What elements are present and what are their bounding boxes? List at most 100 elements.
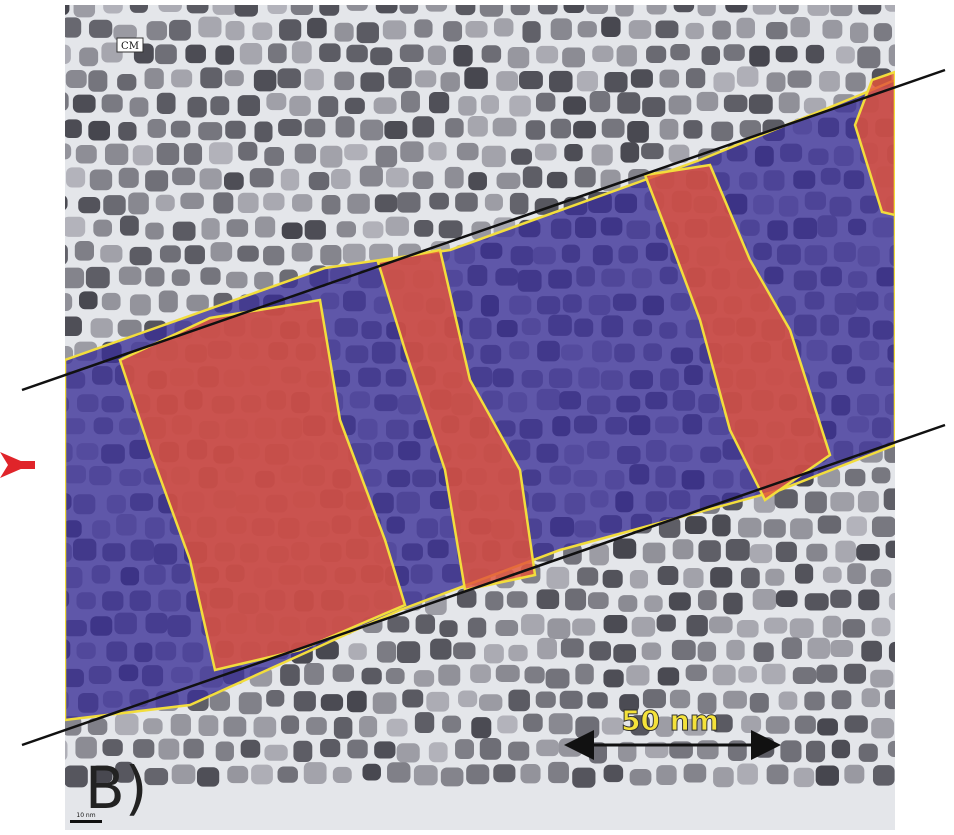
particle (911, 741, 932, 759)
particle (523, 714, 543, 732)
particle (306, 717, 327, 735)
particle (572, 768, 595, 788)
particle (806, 741, 825, 763)
particle (818, 516, 841, 534)
particle (292, 243, 313, 262)
particle (617, 45, 637, 66)
particle (683, 120, 702, 138)
particle (386, 217, 409, 236)
particle (387, 719, 408, 737)
particle (929, 168, 948, 185)
particle (766, 22, 788, 39)
particle (468, 172, 487, 190)
particle (613, 644, 636, 663)
particle (806, 45, 824, 63)
particle (254, 122, 272, 143)
particle (790, 518, 813, 539)
particle (145, 267, 164, 286)
particle (845, 715, 868, 732)
particle (268, 43, 287, 63)
particle (656, 20, 679, 38)
particle (397, 641, 420, 663)
particle (604, 72, 627, 92)
particle (791, 17, 810, 37)
particle (445, 118, 464, 137)
particle (519, 71, 543, 89)
particle (536, 740, 559, 756)
particle (548, 762, 569, 783)
particle (443, 21, 462, 41)
particle (496, 665, 520, 682)
particle (749, 46, 770, 67)
particle (130, 97, 149, 116)
small-scale-label: 10 nm (76, 812, 95, 819)
particle (710, 567, 732, 588)
particle (749, 94, 773, 113)
particle (897, 317, 919, 333)
particle (86, 267, 110, 288)
particle (185, 245, 205, 264)
particle (375, 194, 398, 212)
particle (858, 589, 879, 610)
particle (508, 47, 529, 68)
particle (657, 615, 676, 632)
particle (289, 96, 310, 116)
particle (626, 665, 649, 685)
particle (74, 0, 96, 17)
particle (226, 272, 247, 288)
particle (61, 268, 84, 289)
particle (155, 44, 177, 64)
particle (224, 172, 244, 189)
particle (871, 569, 892, 587)
particle (240, 43, 262, 65)
scale-bar-label: 50 nm (621, 704, 719, 737)
red-arrow-shaft (15, 461, 35, 469)
particle (321, 694, 343, 711)
particle (647, 0, 667, 14)
particle (305, 220, 326, 239)
particle (282, 223, 303, 239)
particle (592, 144, 613, 165)
particle (924, 319, 948, 340)
particle (925, 568, 947, 584)
particle (858, 491, 879, 512)
particle (400, 45, 424, 62)
particle (130, 294, 151, 315)
particle (889, 642, 907, 662)
particle (547, 618, 570, 639)
particle (383, 20, 406, 39)
particle (186, 295, 208, 311)
particle (185, 45, 206, 63)
particle (712, 21, 731, 40)
particle (738, 518, 761, 538)
particle (572, 618, 595, 635)
particle (563, 96, 586, 114)
particle (304, 762, 327, 784)
particle (712, 514, 730, 536)
particle (187, 0, 209, 13)
particle (415, 712, 434, 733)
particle (187, 97, 206, 118)
particle (804, 692, 824, 711)
particle (267, 0, 286, 14)
particle (159, 291, 178, 313)
particle (241, 740, 261, 758)
particle (523, 166, 542, 188)
particle (546, 567, 569, 589)
particle (617, 92, 640, 113)
particle (508, 742, 529, 761)
particle (844, 765, 864, 784)
particle (620, 142, 639, 162)
particle (180, 193, 204, 209)
particle (91, 318, 113, 338)
particle (613, 538, 636, 558)
particle (724, 95, 748, 112)
particle (575, 167, 596, 188)
particle (347, 740, 367, 759)
particle (750, 544, 772, 563)
particle (859, 744, 878, 762)
particle (200, 67, 222, 88)
particle (370, 47, 392, 65)
particle (47, 195, 67, 211)
particle (930, 619, 949, 636)
